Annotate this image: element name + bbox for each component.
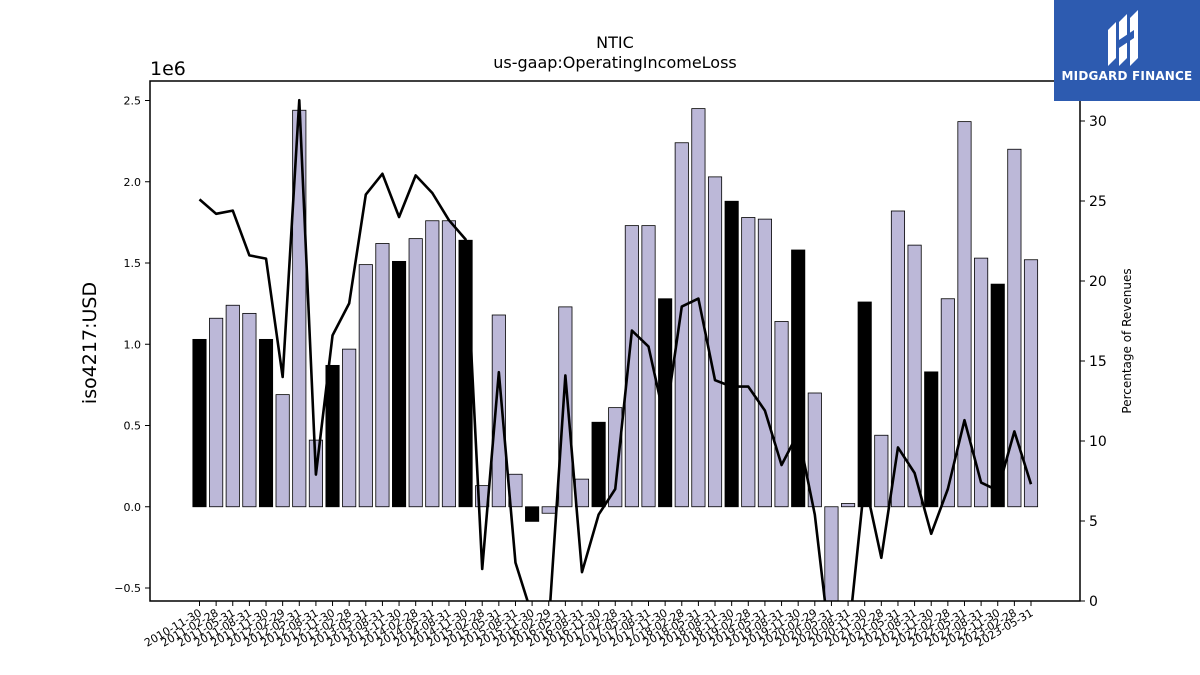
chart-title: NTIC [596, 33, 634, 52]
bar-series [192, 108, 1039, 601]
bar-2019-08-31 [774, 321, 789, 508]
plot-frame [149, 80, 1081, 602]
bar-2021-02-28 [874, 434, 889, 508]
bar-2019-02-28 [741, 217, 756, 508]
y-offset-label: 1e6 [150, 58, 186, 80]
bar-2022-02-28 [940, 298, 955, 508]
bar-2021-08-31 [907, 244, 922, 508]
bar-2016-11-30 [591, 421, 606, 508]
bar-2017-02-28 [608, 407, 623, 508]
brand-name: MIDGARD FINANCE [1061, 69, 1193, 83]
line-series-layer [198, 98, 1033, 601]
bar-2021-05-31 [890, 210, 906, 508]
bar-2012-02-29 [275, 394, 290, 508]
bar-2022-08-31 [974, 257, 989, 508]
brand-logo: MIDGARD FINANCE [1054, 0, 1200, 101]
y2-tick-label: 30 [1089, 114, 1107, 130]
bar-2015-11-30 [525, 506, 540, 522]
bar-2013-08-31 [375, 243, 390, 508]
bar-2017-05-31 [624, 225, 639, 508]
y2-tick-label: 0 [1089, 594, 1098, 610]
bar-2014-11-30 [458, 239, 473, 508]
y-axis-label: iso4217:USD [79, 282, 101, 404]
bar-2019-11-30 [791, 249, 806, 508]
y2-tick-label: 20 [1089, 274, 1107, 290]
bar-2020-05-31 [824, 506, 839, 601]
bar-2010-11-30 [192, 338, 207, 508]
bar-2014-02-28 [408, 238, 423, 508]
y2-tick-label: 10 [1089, 434, 1107, 450]
bar-2022-11-30 [990, 283, 1005, 508]
x-axis: 2010-11-302011-02-282011-05-312011-08-31… [142, 601, 1036, 650]
midgard-logo-icon [1108, 10, 1138, 66]
bar-2020-02-29 [807, 392, 822, 508]
bar-2020-11-30 [857, 301, 872, 508]
y-tick-label: −0.5 [114, 582, 141, 595]
bar-2013-11-30 [392, 260, 407, 508]
y-axis-left: −0.5 0.0 0.5 1.0 1.5 2.0 2.5 [114, 95, 150, 595]
bar-2015-05-31 [491, 314, 506, 508]
bar-2018-11-30 [724, 200, 739, 508]
bar-2020-08-31 [841, 503, 856, 508]
y-tick-label: 1.0 [124, 338, 142, 351]
y-axis-right: 0 5 10 15 20 25 30 [1080, 114, 1107, 610]
bar-2019-05-31 [757, 218, 772, 508]
bar-2018-02-28 [674, 142, 689, 508]
y-tick-label: 2.0 [124, 176, 142, 189]
bar-2023-05-31 [1023, 259, 1039, 508]
chart-subtitle: us-gaap:OperatingIncomeLoss [493, 53, 737, 72]
bar-2018-05-31 [691, 108, 706, 508]
y-tick-label: 2.5 [124, 95, 142, 108]
bar-2017-11-30 [658, 298, 673, 508]
y-tick-label: 1.5 [124, 257, 142, 270]
y-tick-label: 0.5 [124, 420, 142, 433]
y2-tick-label: 5 [1089, 514, 1098, 530]
bar-2016-05-31 [558, 306, 573, 508]
bar-2014-05-31 [425, 220, 440, 508]
bar-2013-02-28 [342, 348, 357, 508]
bar-2021-11-30 [924, 371, 939, 508]
bar-2011-05-31 [225, 304, 240, 508]
bar-2018-08-31 [707, 176, 723, 508]
y-tick-label: 0.0 [124, 501, 142, 514]
y2-tick-label: 15 [1089, 354, 1107, 370]
bar-2017-08-31 [641, 225, 656, 508]
y2-tick-label: 25 [1089, 194, 1107, 210]
bar-2016-02-29 [541, 506, 556, 514]
bar-2011-08-31 [242, 312, 257, 508]
bar-2011-02-28 [209, 317, 224, 508]
bar-2023-02-28 [1007, 148, 1022, 508]
bar-2011-11-30 [258, 338, 274, 508]
bar-2014-08-31 [441, 220, 456, 508]
bar-2013-05-31 [358, 264, 373, 508]
bar-2022-05-31 [957, 121, 972, 508]
y2-axis-label: Percentage of Revenues [1120, 268, 1134, 413]
percentage-line [198, 98, 1033, 601]
bar-2012-11-30 [325, 364, 340, 508]
